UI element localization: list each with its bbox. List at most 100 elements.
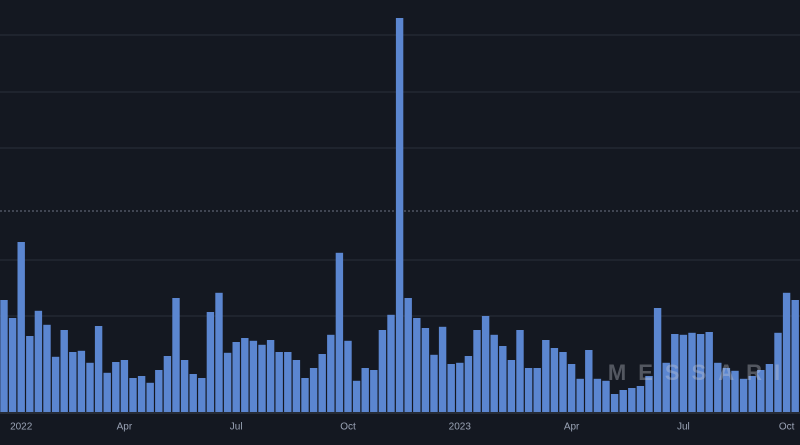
- bar: [361, 368, 369, 412]
- bar: [731, 370, 739, 412]
- bar: [275, 352, 283, 412]
- bar: [533, 368, 541, 412]
- bar: [215, 292, 223, 412]
- bar: [714, 362, 722, 412]
- bar: [292, 360, 301, 412]
- bar: [456, 362, 464, 412]
- bar: [395, 18, 404, 412]
- bar: [671, 334, 679, 412]
- bar: [172, 298, 180, 412]
- bar: [739, 378, 748, 412]
- bar: [413, 318, 421, 412]
- bar: [112, 362, 120, 412]
- bar: [146, 382, 154, 412]
- bar: [679, 334, 688, 412]
- bar: [585, 350, 593, 412]
- bar: [499, 346, 507, 412]
- bar: [163, 356, 172, 412]
- bar: [481, 316, 490, 412]
- bar: [567, 364, 576, 412]
- bar: [619, 390, 627, 412]
- bar: [447, 364, 455, 412]
- bar: [576, 378, 584, 412]
- bar: [301, 378, 309, 412]
- bars: [0, 18, 799, 412]
- bar: [774, 332, 782, 412]
- bar: [86, 362, 94, 412]
- x-tick-label: Jul: [677, 422, 690, 433]
- bar: [258, 344, 266, 412]
- x-tick-label: Oct: [779, 422, 795, 433]
- bar: [722, 368, 731, 412]
- bar: [344, 340, 352, 412]
- bar: [610, 394, 619, 412]
- bar: [662, 362, 670, 412]
- bar: [318, 354, 326, 412]
- x-tick-label: Apr: [117, 422, 133, 433]
- bar: [232, 342, 240, 412]
- x-tick-label: 2023: [449, 422, 472, 433]
- bar: [438, 326, 447, 412]
- bar: [189, 374, 197, 412]
- bar: [335, 252, 344, 412]
- bar: [129, 378, 137, 412]
- bar: [404, 298, 412, 412]
- bar: [309, 368, 318, 412]
- bar: [241, 338, 249, 412]
- x-tick-label: Oct: [340, 422, 356, 433]
- bar: [507, 360, 516, 412]
- bar: [593, 378, 602, 412]
- bar: [645, 376, 653, 412]
- bar: [464, 356, 473, 412]
- bar: [524, 368, 533, 412]
- bar: [223, 352, 232, 412]
- bar: [180, 360, 189, 412]
- bar: [103, 372, 111, 412]
- bar: [602, 380, 610, 412]
- bar: [490, 334, 498, 412]
- bar: [60, 330, 68, 412]
- bar: [421, 328, 430, 412]
- bar: [705, 332, 713, 412]
- bar: [43, 324, 51, 412]
- bar: [137, 376, 146, 412]
- bar: [473, 330, 481, 412]
- bar: [327, 334, 335, 412]
- bar: [284, 352, 292, 412]
- bar: [120, 360, 129, 412]
- bar: [249, 340, 258, 412]
- bar: [69, 352, 77, 412]
- bar: [688, 332, 696, 412]
- bar: [378, 330, 387, 412]
- bar: [430, 354, 438, 412]
- bar: [550, 348, 559, 412]
- bar: [748, 376, 756, 412]
- bar: [51, 356, 60, 412]
- watermark: MESSARI: [608, 360, 792, 385]
- bar: [266, 340, 275, 412]
- bar: [542, 340, 550, 412]
- bar: [636, 386, 645, 412]
- bar: [198, 378, 206, 412]
- bar: [628, 388, 636, 412]
- bar: [516, 330, 524, 412]
- bar: [8, 318, 17, 412]
- x-tick-label: Jul: [230, 422, 243, 433]
- bar: [559, 352, 567, 412]
- bar: [77, 350, 86, 412]
- bar: [0, 300, 8, 412]
- bar: [352, 380, 361, 412]
- bar: [757, 370, 765, 412]
- x-tick-label: Apr: [564, 422, 580, 433]
- bar: [94, 326, 103, 412]
- bar: [696, 334, 705, 412]
- x-tick-label: 2022: [10, 422, 33, 433]
- bar: [653, 308, 662, 412]
- bar: [765, 364, 774, 412]
- bar: [206, 312, 215, 412]
- bar: [17, 242, 25, 412]
- bar: [26, 336, 34, 412]
- bar: [387, 314, 395, 412]
- bar: [34, 310, 43, 412]
